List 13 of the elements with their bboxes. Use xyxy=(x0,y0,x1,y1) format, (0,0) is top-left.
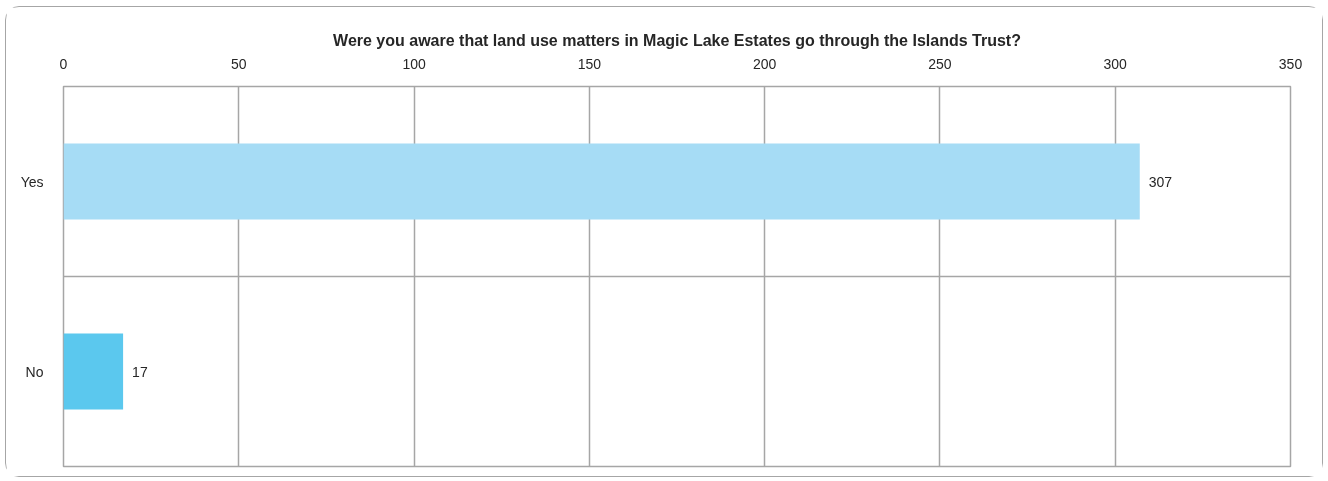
chart-title: Were you aware that land use matters in Magic Lake Estates go through the Islands Trust? xyxy=(333,31,1021,49)
x-tick-label: 150 xyxy=(577,55,602,72)
x-tick-label: 300 xyxy=(1103,55,1128,72)
x-tick-label: 50 xyxy=(231,55,247,72)
y-tick-label: Yes xyxy=(20,173,44,190)
data-label: 307 xyxy=(1148,173,1173,190)
x-tick-label: 250 xyxy=(928,55,952,72)
x-tick-label: 350 xyxy=(1278,55,1303,72)
x-tick-label: 100 xyxy=(402,55,426,72)
x-tick-label: 200 xyxy=(752,55,777,72)
x-tick-label: 0 xyxy=(59,55,68,72)
data-label: 17 xyxy=(132,363,148,380)
y-tick-label: No xyxy=(25,363,44,380)
